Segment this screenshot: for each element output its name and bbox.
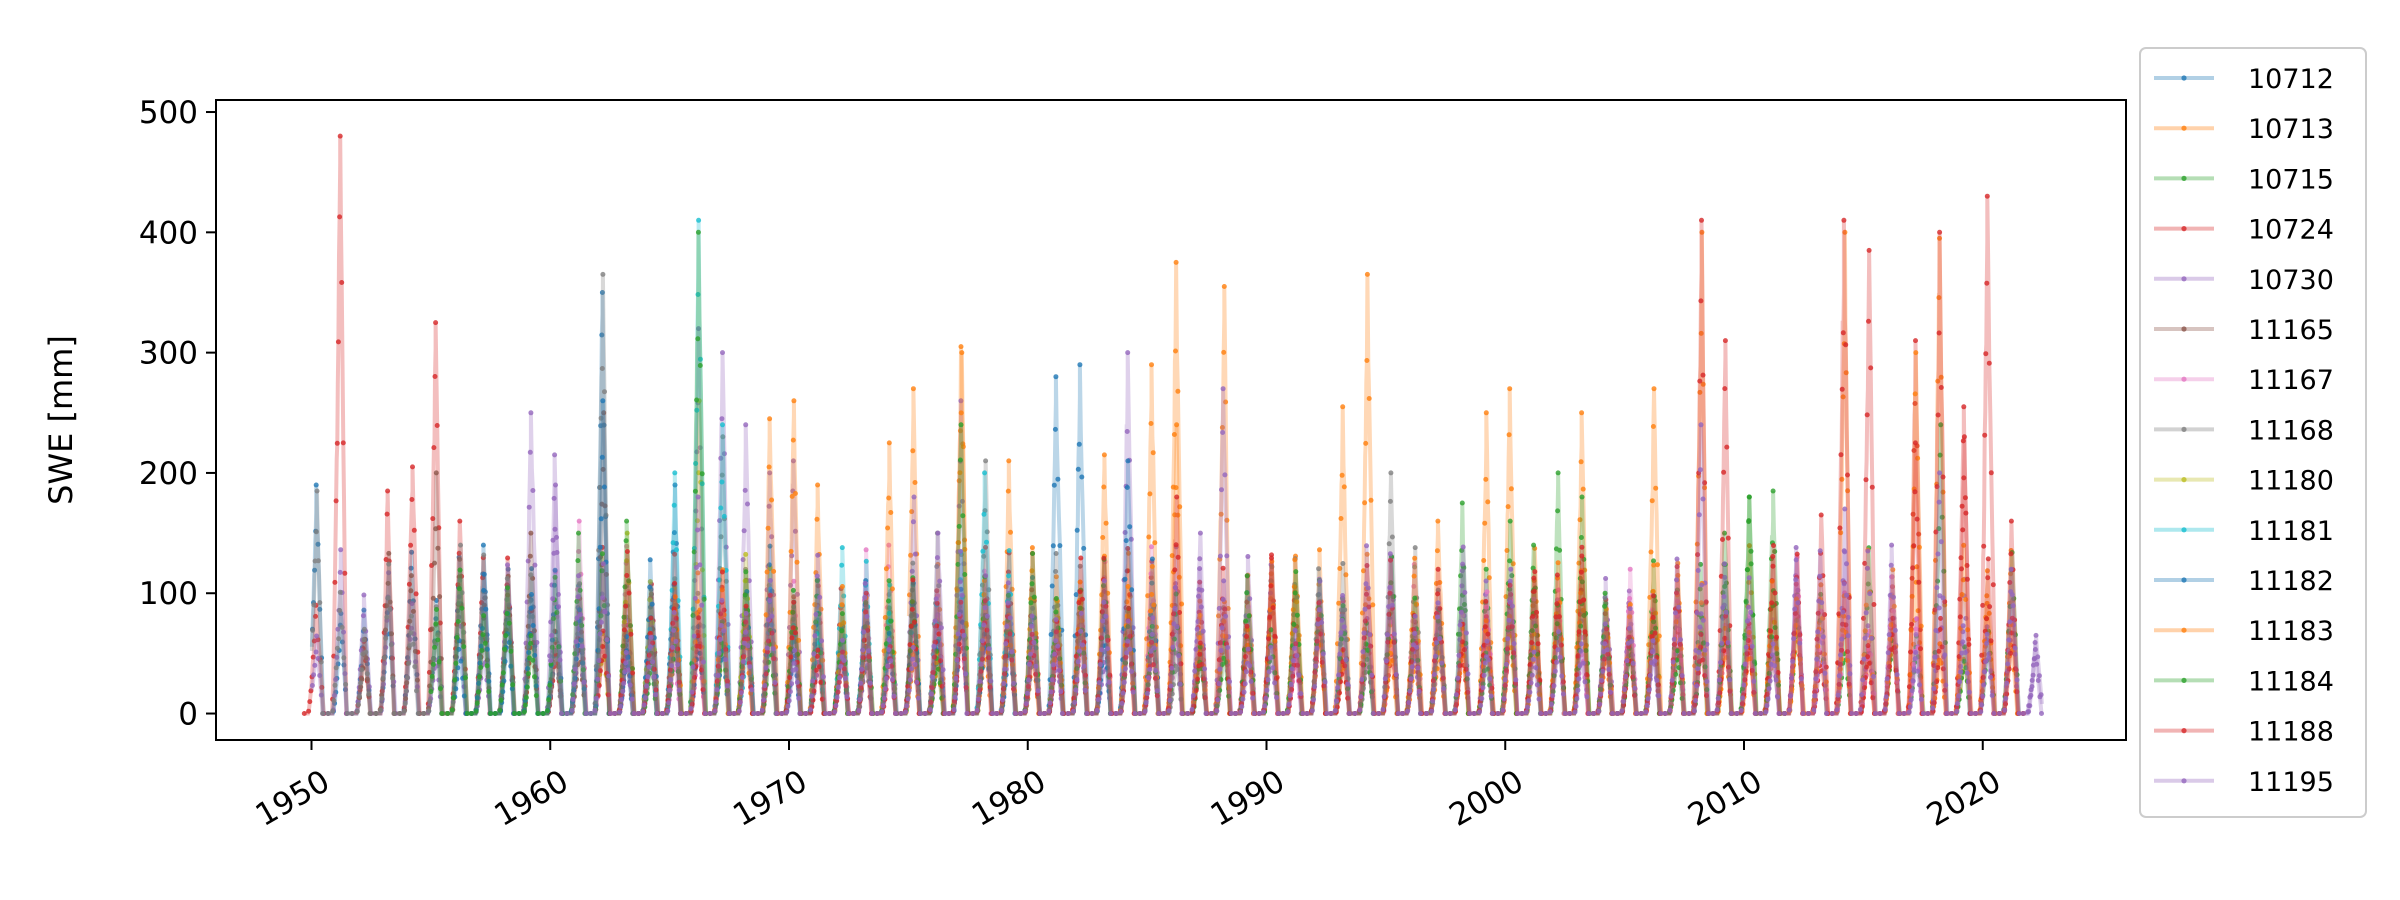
legend-marker: [2181, 577, 2187, 583]
legend-label: 10730: [2248, 265, 2334, 296]
legend-marker: [2181, 376, 2187, 382]
legend-label: 11195: [2248, 767, 2334, 798]
legend-marker: [2181, 426, 2187, 432]
legend-item-11180: 11180: [2154, 466, 2334, 497]
legend-marker: [2181, 477, 2187, 483]
legend-item-10712: 10712: [2154, 64, 2334, 95]
legend-label: 11184: [2248, 666, 2334, 697]
y-tick-label: 300: [139, 336, 198, 372]
legend-marker: [2181, 226, 2187, 232]
legend-label: 11188: [2248, 717, 2334, 748]
legend-item-11195: 11195: [2154, 767, 2334, 798]
y-axis-title: SWE [mm]: [42, 335, 80, 505]
legend-marker: [2181, 728, 2187, 734]
legend-marker: [2181, 627, 2187, 633]
legend-item-11168: 11168: [2154, 415, 2334, 446]
legend-label: 11180: [2248, 466, 2334, 497]
legend-item-11182: 11182: [2154, 566, 2334, 597]
y-tick-label: 200: [139, 456, 198, 492]
legend-label: 11183: [2248, 616, 2334, 647]
legend-marker: [2181, 527, 2187, 533]
legend-label: 11182: [2248, 566, 2334, 597]
legend-item-10724: 10724: [2154, 215, 2334, 246]
legend-marker: [2181, 175, 2187, 181]
legend-item-10715: 10715: [2154, 164, 2334, 195]
legend-item-11165: 11165: [2154, 315, 2334, 346]
legend-label: 10713: [2248, 114, 2334, 145]
legend-label: 11181: [2248, 516, 2334, 547]
y-tick-label: 500: [139, 95, 198, 131]
y-tick-label: 0: [178, 697, 198, 733]
legend-item-10730: 10730: [2154, 265, 2334, 296]
plot-frame: [215, 99, 2127, 741]
legend-item-11184: 11184: [2154, 666, 2334, 697]
legend: 10712 10713 10715 10724 10730 11165 11167 11168…: [2139, 47, 2367, 818]
legend-marker: [2181, 125, 2187, 131]
legend-marker: [2181, 677, 2187, 684]
y-tick-label: 100: [139, 576, 198, 612]
legend-label: 11168: [2248, 415, 2334, 446]
legend-label: 10724: [2248, 215, 2334, 246]
y-tick-label: 400: [139, 215, 198, 251]
legend-item-10713: 10713: [2154, 114, 2334, 145]
legend-label: 10712: [2248, 64, 2334, 95]
legend-box: [2139, 47, 2367, 818]
y-axis: 0 100 200 300 400 500: [139, 95, 216, 733]
series-11195: [548, 470, 2044, 716]
legend-marker: [2181, 276, 2187, 282]
legend-label: 11165: [2248, 315, 2334, 346]
series-layer: [301, 133, 2045, 716]
legend-item-11188: 11188: [2154, 717, 2334, 748]
legend-item-11167: 11167: [2154, 365, 2334, 396]
series-points-11195: [548, 470, 2044, 716]
legend-marker: [2181, 75, 2187, 81]
legend-item-11181: 11181: [2154, 516, 2334, 547]
legend-marker: [2181, 326, 2187, 332]
legend-label: 10715: [2248, 164, 2334, 195]
legend-marker: [2181, 778, 2187, 784]
legend-label: 11167: [2248, 365, 2334, 396]
legend-item-11183: 11183: [2154, 616, 2334, 647]
